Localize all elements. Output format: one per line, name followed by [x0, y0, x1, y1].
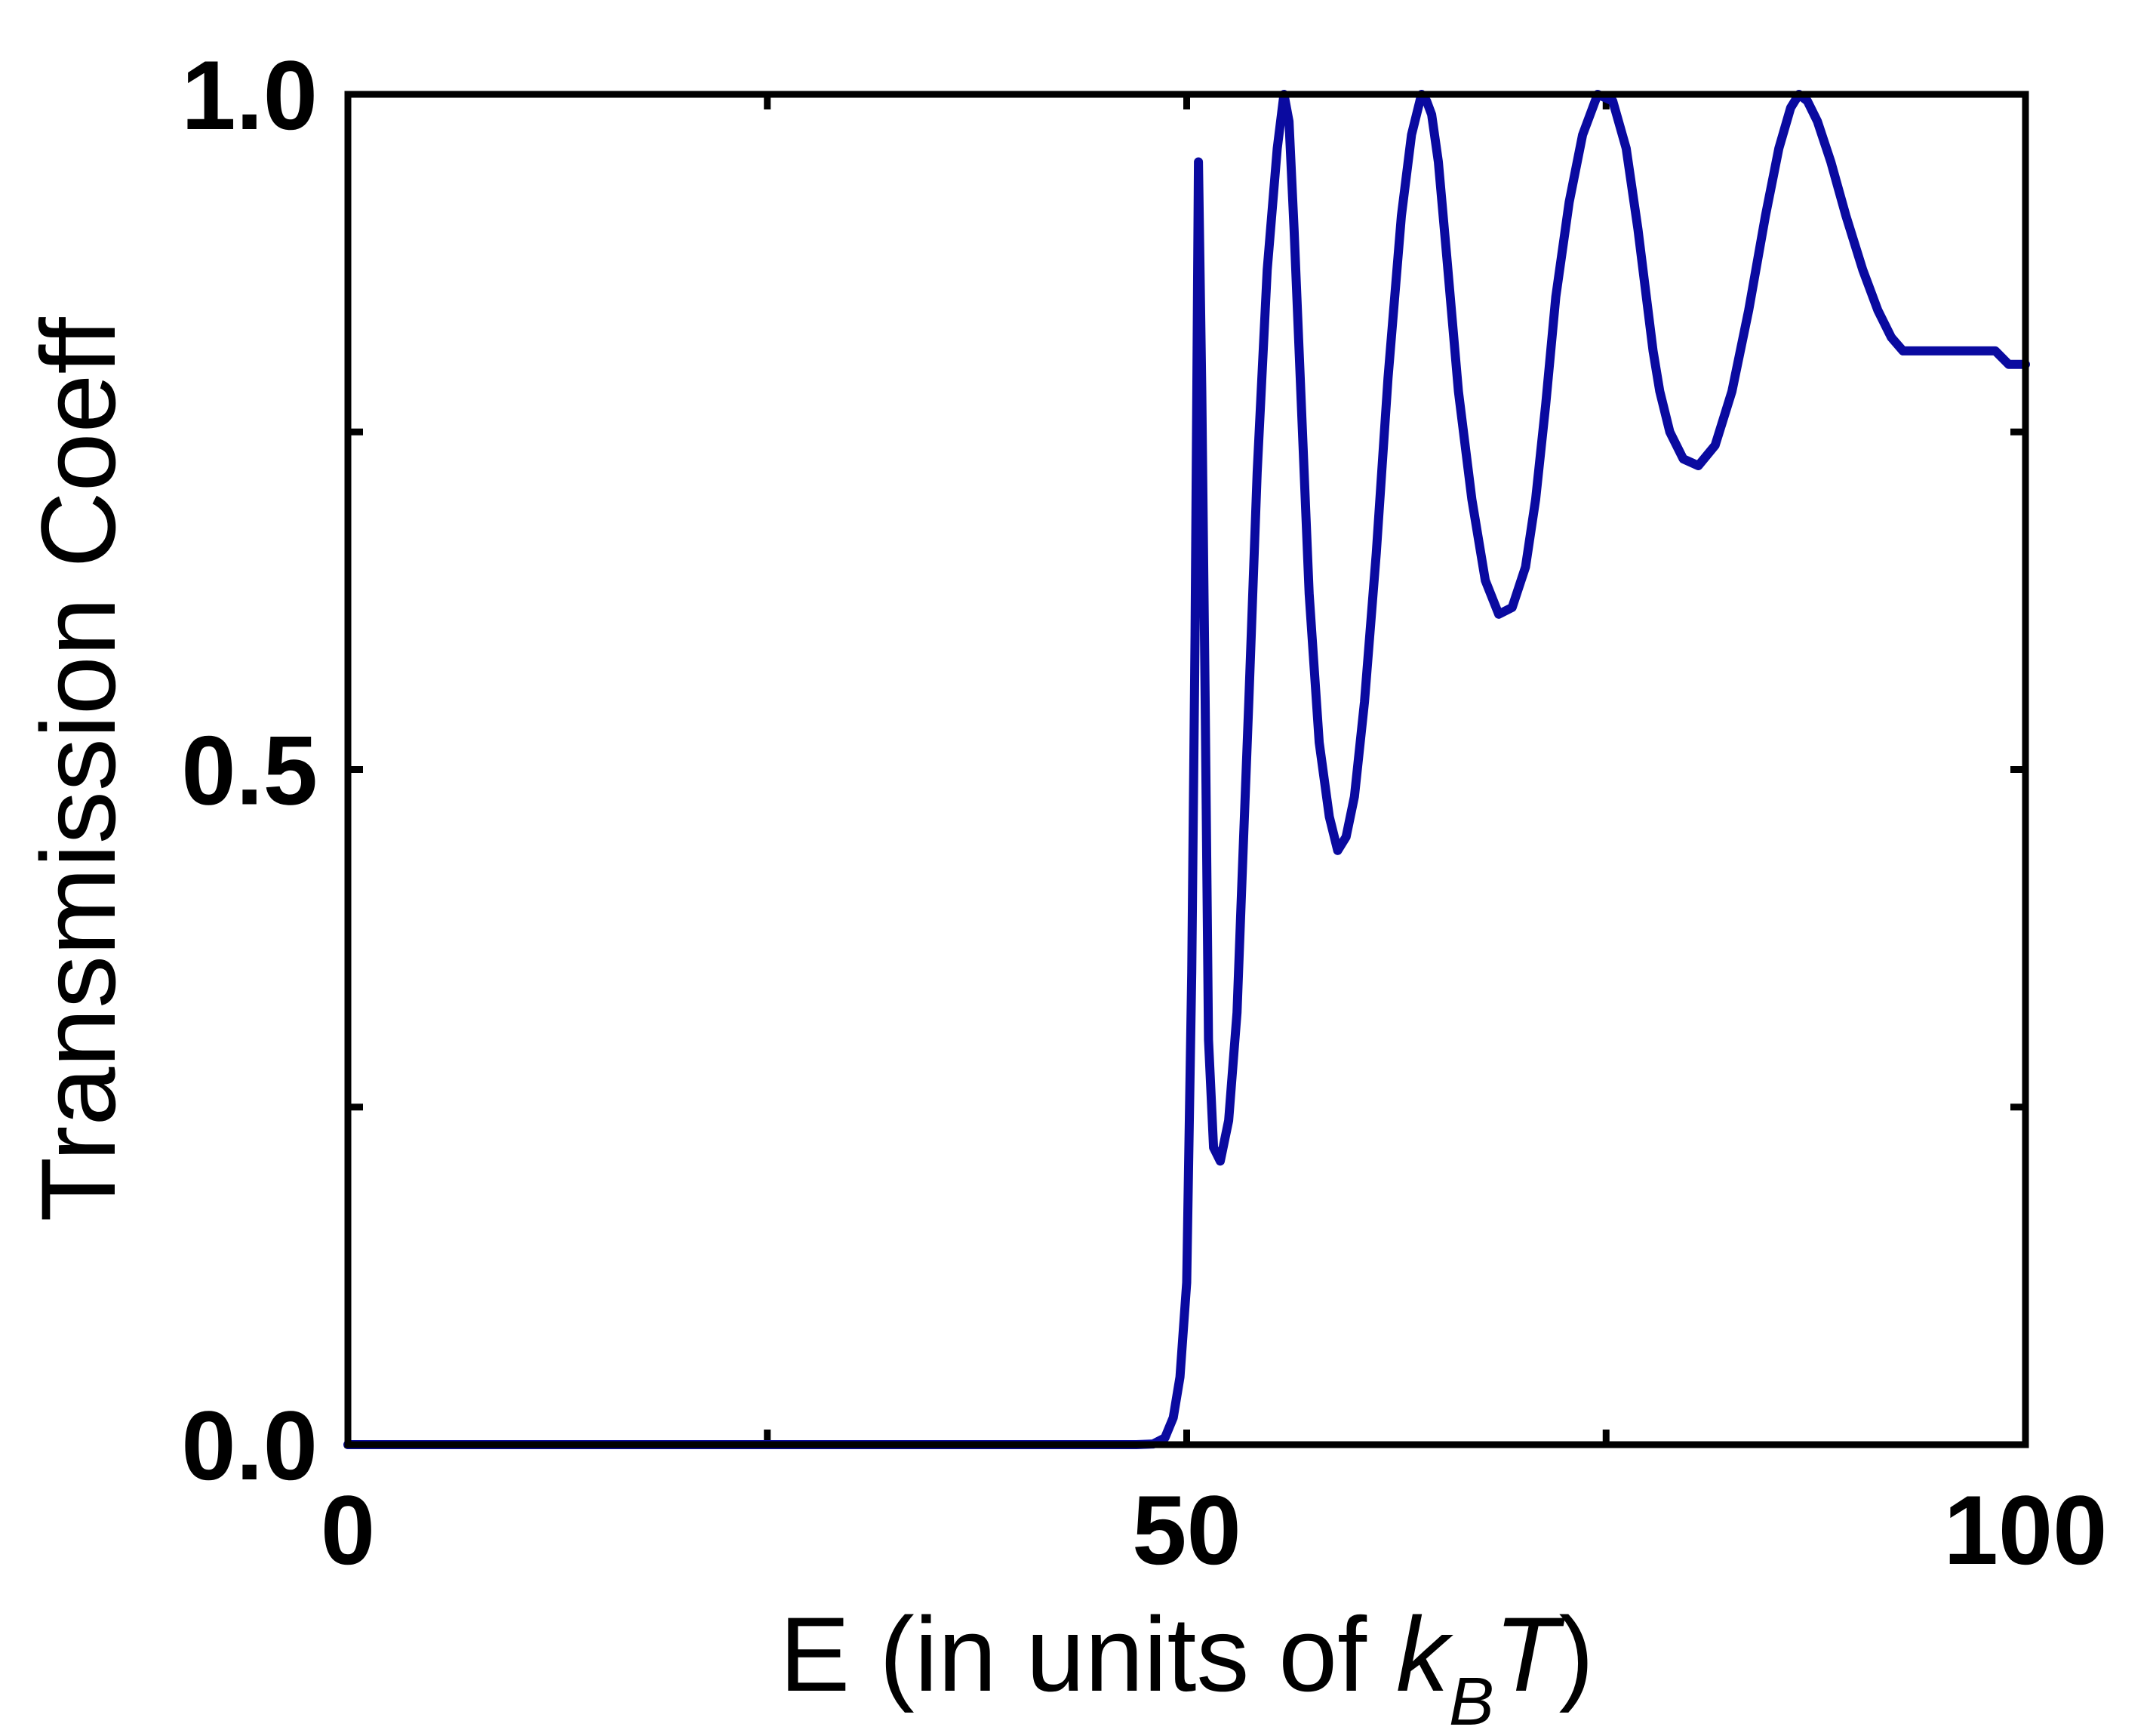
series-line [343, 90, 2030, 1449]
x-tick-label: 0 [321, 1475, 375, 1585]
y-tick-label: 0.0 [181, 1390, 318, 1501]
x-tick-label: 50 [1132, 1475, 1241, 1585]
x-axis-label: E (in units of kBT) [780, 1595, 1594, 1736]
y-tick-label: 1.0 [181, 40, 318, 150]
plot-frame [344, 91, 2029, 1448]
x-axis-label-subscript: B [1449, 1664, 1494, 1736]
x-axis-label-prefix: E (in units of [780, 1595, 1396, 1713]
x-axis-label-k: k [1396, 1595, 1453, 1713]
x-tick-label: 100 [1944, 1475, 2108, 1585]
x-axis-label-suffix: ) [1558, 1595, 1594, 1713]
tick-labels-layer: 0 50 100 0.0 0.5 1.0 [181, 40, 2107, 1585]
y-axis-label: Transmission Coeff [19, 316, 137, 1221]
x-axis-label-t: T [1494, 1595, 1565, 1713]
y-tick-label: 0.5 [181, 716, 318, 826]
